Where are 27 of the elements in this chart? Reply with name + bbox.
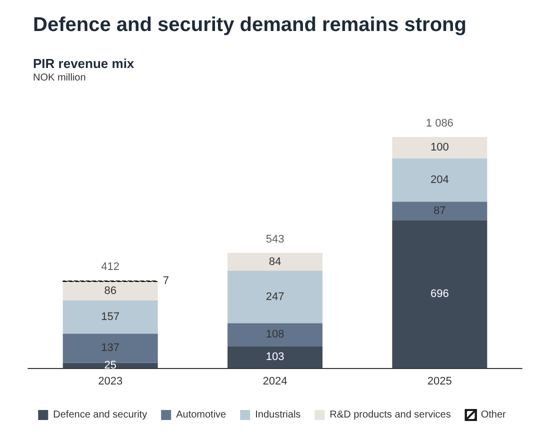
- legend-label: Automotive: [176, 410, 227, 420]
- total-label: 543: [266, 233, 284, 246]
- data-label: 204: [430, 174, 449, 186]
- legend-label: Defence and security: [53, 410, 148, 420]
- data-label: 247: [266, 290, 284, 303]
- total-label: 1 086: [426, 118, 454, 130]
- legend-label: Industrials: [255, 410, 301, 420]
- data-label: 84: [268, 256, 282, 268]
- x-tick-label: 2024: [262, 376, 288, 388]
- data-label: 137: [101, 342, 120, 354]
- data-label: 100: [430, 142, 449, 154]
- data-label: 696: [430, 288, 449, 300]
- data-label: 108: [266, 328, 284, 341]
- data-label: 103: [266, 351, 284, 364]
- data-label: 86: [104, 285, 116, 298]
- data-label: 25: [104, 359, 116, 372]
- text: NOK million: [33, 72, 86, 84]
- x-tick-label: 2023: [98, 376, 123, 388]
- legend-label: Other: [480, 410, 507, 420]
- data-label: 7: [162, 275, 169, 288]
- data-label: 157: [101, 310, 120, 323]
- legend-label: R&D products and services: [330, 410, 451, 420]
- total-label: 412: [101, 260, 120, 273]
- chart-title: Defence and security demand remains strong: [33, 14, 466, 36]
- data-label: 87: [434, 204, 446, 217]
- x-tick-label: 2025: [427, 376, 452, 388]
- chart-subtitle: PIR revenue mix: [33, 56, 135, 71]
